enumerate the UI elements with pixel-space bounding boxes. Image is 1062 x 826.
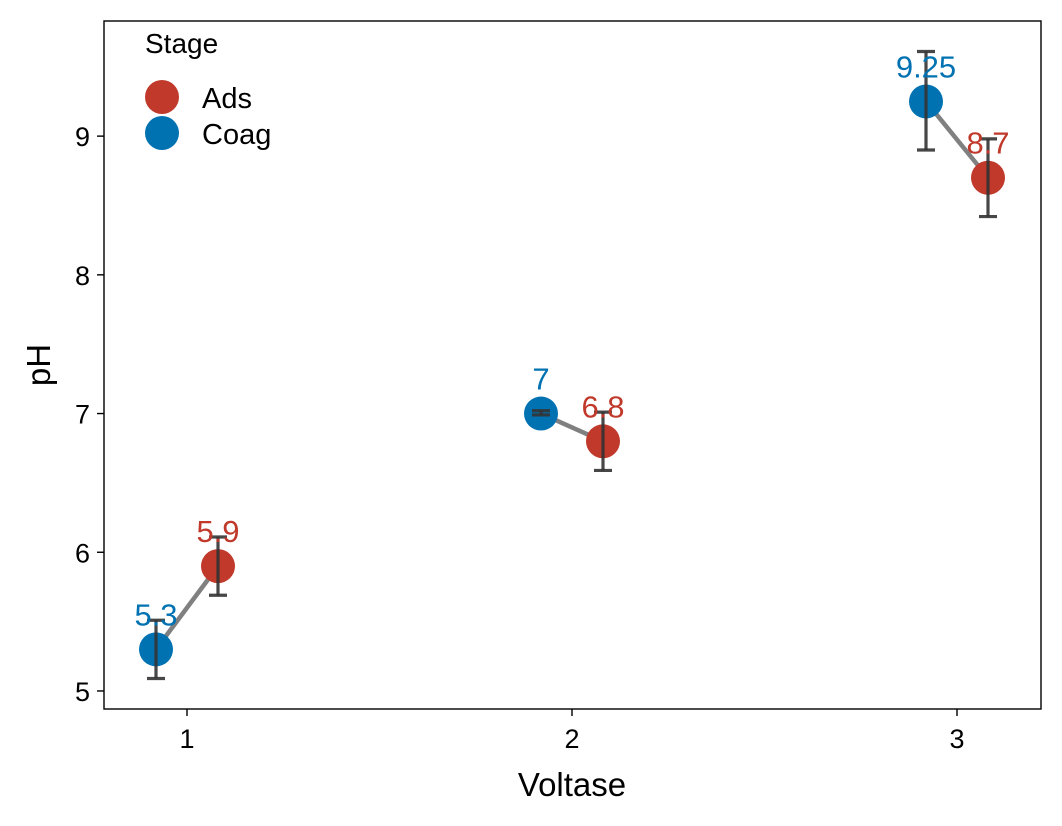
y-axis-title: pH [20,344,57,386]
y-tick-label: 5 [75,677,90,707]
x-axis-title: Voltase [518,766,626,803]
error-bar [917,49,935,152]
error-bar [209,535,227,597]
y-tick-label: 7 [75,400,90,430]
y-tick-label: 9 [75,122,90,152]
data-label-coag: 9.25 [896,49,956,84]
connector-line [153,563,221,652]
legend: Stage Ads Coag [145,28,271,151]
legend-swatch-ads [145,80,179,114]
error-bar [147,618,165,681]
error-bar [979,137,997,219]
y-tick-label: 8 [75,261,90,291]
data-label-ads: 5.9 [196,514,239,549]
x-tick-label: 3 [949,724,964,754]
y-tick-label: 6 [75,538,90,568]
error-bar [532,409,550,417]
legend-swatch-coag [145,116,179,150]
data-label-ads: 6.8 [581,389,624,424]
data-label-coag: 5.3 [134,597,177,632]
data-label-coag: 7 [532,362,549,397]
x-tick-label: 2 [564,724,579,754]
legend-label-coag: Coag [202,119,271,151]
x-tick-label: 1 [179,724,194,754]
legend-label-ads: Ads [202,83,252,115]
error-bar [594,410,612,473]
plot-marks: 5.3 7 9.25 5.9 6.8 8.7 [134,49,1010,681]
data-label-ads: 8.7 [966,126,1009,161]
axes: 5 6 7 8 9 1 2 3 [75,122,965,754]
legend-title: Stage [145,28,218,59]
